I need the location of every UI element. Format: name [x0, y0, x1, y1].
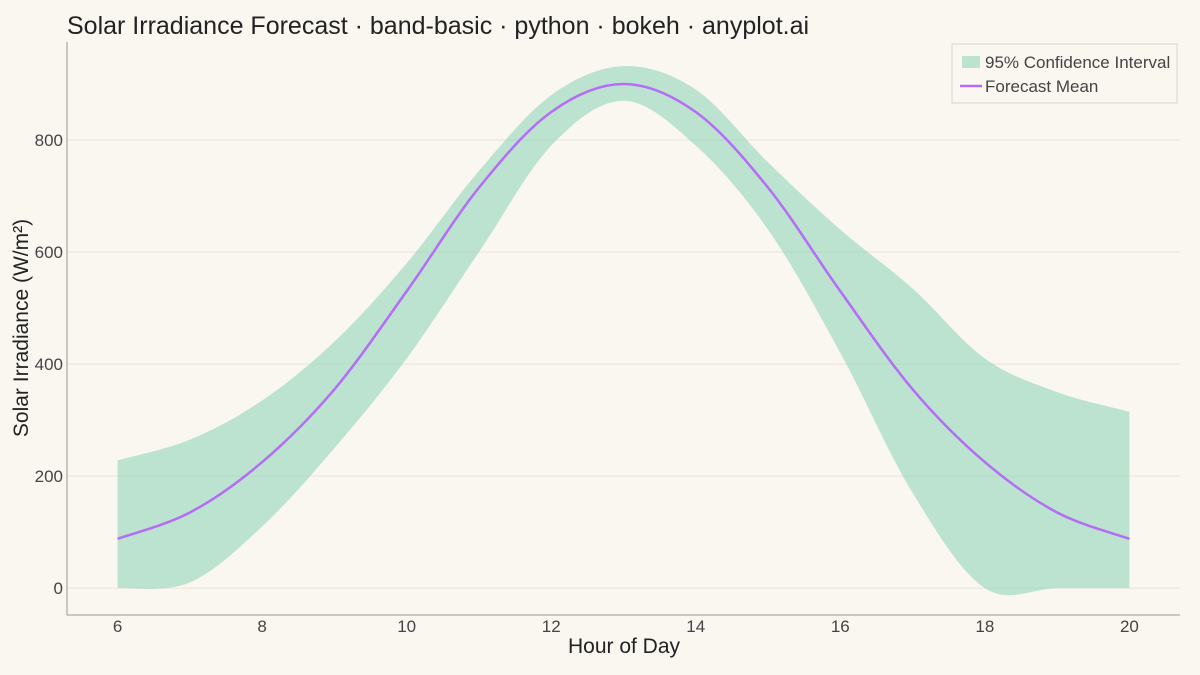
x-tick-labels: 6 8 10 12 14 16 18 20 [113, 617, 1139, 636]
y-tick-label-800: 800 [35, 131, 63, 150]
legend-band-swatch [962, 56, 980, 68]
y-tick-label-200: 200 [35, 467, 63, 486]
x-tick-label-20: 20 [1120, 617, 1139, 636]
legend-box [951, 43, 1178, 104]
y-tick-label-600: 600 [35, 243, 63, 262]
y-tick-labels: 0 200 400 600 800 [35, 131, 63, 598]
x-tick-label-10: 10 [397, 617, 416, 636]
x-tick-label-12: 12 [542, 617, 561, 636]
forecast-mean-line [117, 82, 1130, 540]
x-tick-label-14: 14 [686, 617, 705, 636]
legend-line-label: Forecast Mean [985, 77, 1098, 96]
x-tick-label-16: 16 [831, 617, 850, 636]
x-tick-label-8: 8 [257, 617, 266, 636]
x-tick-label-18: 18 [975, 617, 994, 636]
chart-title: Solar Irradiance Forecast · band-basic ·… [67, 12, 809, 40]
x-axis-label: Hour of Day [568, 635, 681, 658]
y-tick-label-400: 400 [35, 355, 63, 374]
legend-band-label: 95% Confidence Interval [985, 53, 1170, 72]
y-tick-label-0: 0 [54, 579, 63, 598]
y-axis-label: Solar Irradiance (W/m²) [10, 219, 33, 437]
confidence-band [117, 66, 1130, 596]
legend: 95% Confidence Interval Forecast Mean [951, 43, 1178, 104]
x-tick-label-6: 6 [113, 617, 122, 636]
